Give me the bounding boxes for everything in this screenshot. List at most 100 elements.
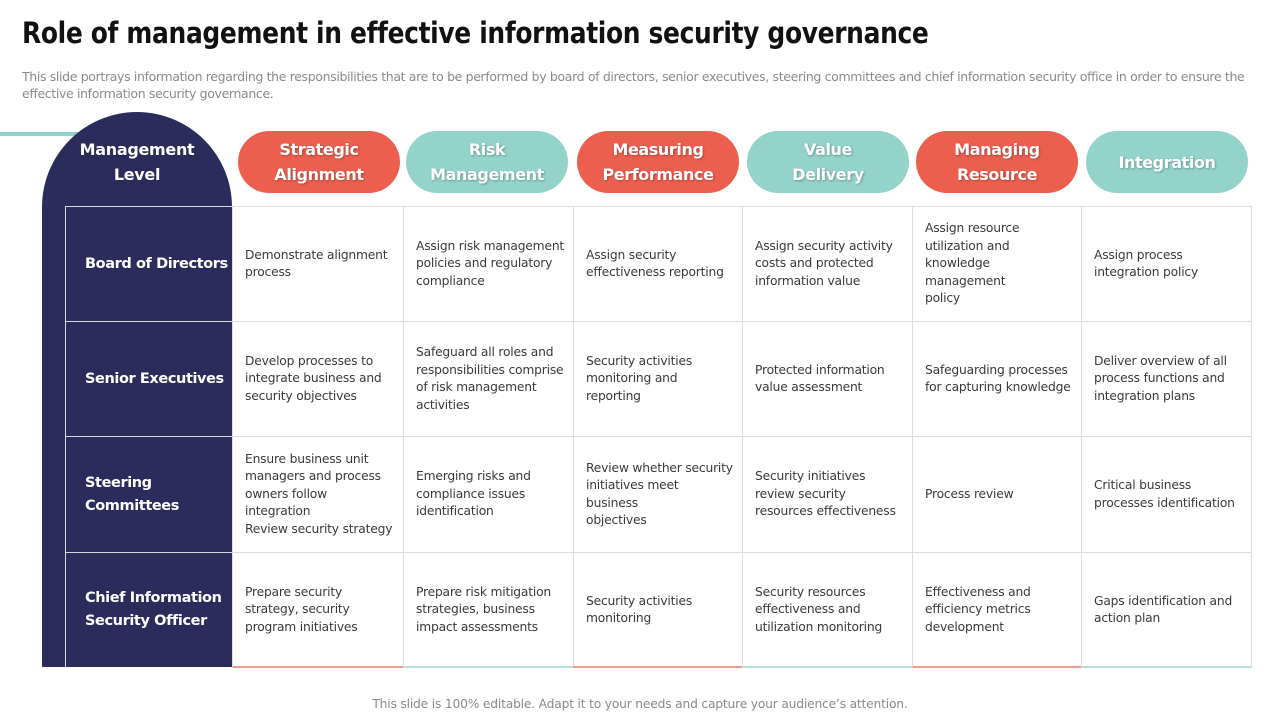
column-underline (742, 666, 912, 668)
table-cell: Assign security effectiveness reporting (573, 206, 742, 321)
column-header-line: Measuring (612, 140, 704, 159)
table-cell: Deliver overview of all process functions… (1081, 321, 1252, 436)
column-header-managing-resource: Managing Resource (916, 131, 1078, 193)
table-cell: Critical business processes identificatio… (1081, 436, 1252, 552)
table-cell: Effectiveness and efficiency metrics devel… (912, 552, 1081, 667)
table-cell-line: costs and protected (755, 256, 874, 271)
table-cell-line: effectiveness reporting (586, 265, 724, 279)
column-underline (912, 666, 1081, 668)
table-cell-line: monitoring and (586, 371, 678, 386)
column-header-measuring-performance: Measuring Performance (577, 131, 739, 193)
table-cell-line: policies and regulatory (416, 256, 553, 271)
table-cell-line: development (925, 619, 1004, 634)
table-cell-line: responsibilities comprise (416, 362, 564, 377)
table-cell-line: Protected information (755, 362, 885, 377)
table-cell-line: Assign risk management (416, 238, 565, 253)
table-cell-line: integration (245, 504, 311, 519)
table-cell-line: Security resources (755, 584, 866, 599)
table-cell: Review whether security initiatives meet … (573, 436, 742, 552)
footer-note: This slide is 100% editable. Adapt it to… (372, 697, 908, 711)
table-cell-line: Deliver overview of all (1094, 353, 1227, 368)
table-cell-line: integration policy (1094, 265, 1199, 279)
row-label-chief-information-security-officer: Chief Information Security Officer (65, 552, 232, 667)
row-label-line: Chief Information (85, 590, 222, 606)
table-cell-line: Demonstrate alignment (245, 247, 388, 262)
table-cell-line: Prepare risk mitigation (416, 584, 551, 599)
table-cell-line: process (245, 265, 291, 279)
table-cell-line: compliance issues (416, 486, 526, 501)
table-cell: Safeguard all roles and responsibilities … (403, 321, 573, 436)
column-header-line: Resource (956, 165, 1038, 184)
row-label-board-of-directors: Board of Directors (65, 206, 232, 321)
table-cell: Security resources effectiveness and utili… (742, 552, 912, 667)
table-cell-line: resources effectiveness (755, 504, 896, 519)
table-cell-line: strategy, security (245, 602, 350, 617)
column-header-line: Value (803, 140, 853, 159)
management-level-header-line: Level (113, 165, 161, 184)
table-cell: Security activities monitoring and reporti… (573, 321, 742, 436)
table-cell: Security initiatives review security resou… (742, 436, 912, 552)
table-cell: Prepare risk mitigation strategies, busin… (403, 552, 573, 667)
table-cell-line: process functions and (1094, 371, 1225, 386)
table-cell-line: for capturing knowledge (925, 380, 1071, 394)
table-cell-line: integrate business and (245, 371, 382, 386)
column-underline (403, 666, 573, 668)
table-cell-line: compliance (416, 273, 485, 288)
table-cell-line: integration plans (1094, 388, 1196, 403)
table-cell-line: Assign resource (925, 221, 1020, 236)
column-header-line: Strategic (279, 140, 359, 159)
table-cell-line: Review security strategy (245, 521, 393, 536)
table-cell-line: security objectives (245, 388, 357, 403)
table-cell-line: Assign process (1094, 247, 1183, 262)
table-cell-line: monitoring (586, 611, 652, 625)
table-cell-line: Critical business (1094, 478, 1192, 492)
table-cell-line: reporting (586, 388, 641, 403)
table-cell-line: Safeguard all roles and (416, 345, 554, 359)
table-cell: Protected information value assessment (742, 321, 912, 436)
row-label-steering-committees: Steering Committees (65, 436, 232, 552)
table-cell-line: Develop processes to (245, 353, 374, 368)
page-subtitle: This slide portrays information regardin… (22, 69, 1245, 101)
column-underline (1081, 666, 1252, 668)
row-label-senior-executives: Senior Executives (65, 321, 232, 436)
management-level-header: Management Level (42, 137, 232, 187)
column-header-line: Managing (954, 140, 1040, 159)
table-cell-line: information value (755, 273, 861, 288)
table-cell-line: policy (925, 291, 961, 306)
table-cell-line: activities (416, 397, 470, 412)
management-level-column (42, 112, 232, 667)
row-label-line: Security Officer (85, 613, 207, 629)
table-cell-line: Safeguarding processes (925, 362, 1068, 377)
table-cell-line: processes identification (1094, 495, 1235, 510)
table-cell-line: Process review (925, 486, 1014, 501)
column-underline (232, 666, 403, 668)
table-cell-line: impact assessments (416, 619, 538, 634)
column-header-risk-management: Risk Management (406, 131, 568, 193)
row-label-line: Senior Executives (85, 370, 224, 387)
table-cell: Assign resource utilization and knowledge … (912, 206, 1081, 321)
table-cell-line: Effectiveness and (925, 584, 1031, 599)
table-cell-line: Security initiatives (755, 469, 866, 484)
table-cell-line: Prepare security (245, 584, 343, 599)
table-cell: Emerging risks and compliance issues ident… (403, 436, 573, 552)
table-cell-line: managers and process (245, 469, 381, 484)
table-cell-line: action plan (1094, 611, 1161, 625)
table-cell: Process review (912, 436, 1081, 552)
table-cell: Assign risk management policies and regul… (403, 206, 573, 321)
column-header-strategic-alignment: Strategic Alignment (238, 131, 400, 193)
table-cell-line: review security (755, 486, 846, 501)
table-cell-line: value assessment (755, 380, 863, 394)
column-header-line: Performance (602, 165, 714, 184)
column-header-line: Delivery (792, 165, 864, 184)
table-cell-line: Review whether security (586, 460, 733, 475)
table-cell-line: strategies, business (416, 602, 535, 617)
accent-line (0, 132, 137, 136)
table-cell: Assign process integration policy (1081, 206, 1252, 321)
table-cell-line: Emerging risks and (416, 469, 531, 484)
table-cell-line: objectives (586, 513, 647, 527)
table-cell-line: initiatives meet business (586, 478, 679, 510)
management-level-header-line: Management (79, 140, 195, 159)
column-header-integration: Integration (1086, 131, 1248, 193)
table-cell: Assign security activity costs and protec… (742, 206, 912, 321)
row-label-line: Steering Committees (85, 474, 179, 514)
